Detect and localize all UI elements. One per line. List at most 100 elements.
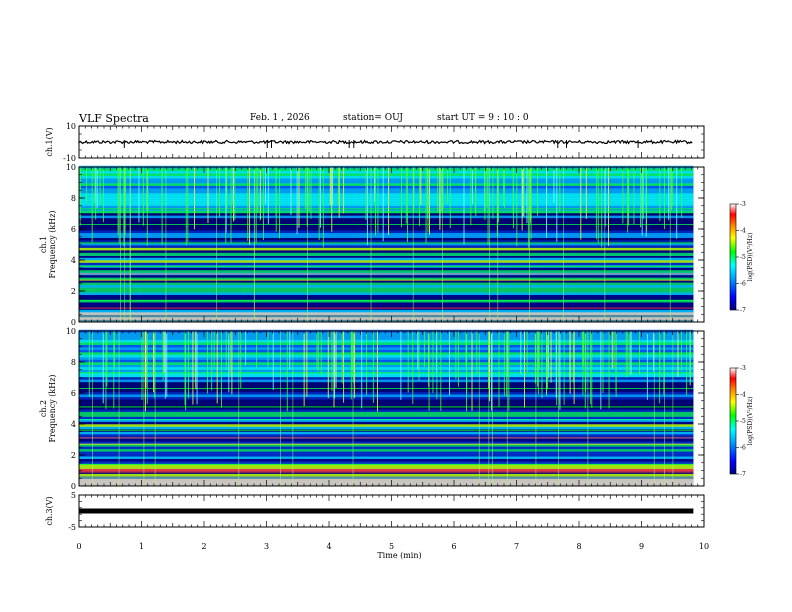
ch1-spectrogram-band	[79, 282, 694, 286]
ch2-spectrogram-band	[79, 352, 694, 355]
ch1-spectrogram-band	[79, 230, 694, 234]
ch1-colorbar-tick-label: -3	[740, 201, 746, 208]
x-tick-label: 5	[389, 542, 394, 551]
ch2-colorbar-tick-label: -3	[740, 365, 746, 372]
x-tick-label: 10	[699, 542, 709, 551]
ch1-spectrogram-band	[79, 220, 694, 224]
ch2-spectrogram-band	[79, 376, 694, 380]
ch2-spectrogram-band	[79, 451, 694, 455]
ch2-spectrogram-ytick-label: 2	[71, 451, 76, 460]
ch2-spectrogram-ylabel: ch.2	[39, 400, 48, 417]
ch2-spectrogram-band	[79, 334, 694, 338]
ch1-spectrogram-band	[79, 257, 694, 261]
ch1-spectrogram-band	[79, 304, 694, 308]
ch1-waveform-ytick-label: 10	[66, 122, 76, 131]
ch2-spectrogram-band	[79, 396, 694, 400]
ch2-spectrogram-band	[79, 374, 694, 378]
x-tick-label: 1	[139, 542, 144, 551]
ch2-spectrogram-band	[79, 357, 694, 360]
ch2-spectrogram-band	[79, 379, 694, 383]
ch1-spectrogram-band	[79, 183, 694, 186]
ch1-spectrogram-band	[79, 292, 694, 296]
ch1-spectrogram-band	[79, 279, 694, 283]
ch1-spectrogram-band	[79, 180, 694, 184]
ch1-spectrogram-band	[79, 227, 694, 231]
ch1-spectrogram-band	[79, 252, 694, 256]
ch2-spectrogram-band	[79, 463, 694, 467]
ch1-spectrogram-band	[79, 245, 694, 248]
ch2-spectrogram-band	[79, 438, 694, 442]
x-tick-label: 8	[576, 542, 581, 551]
ch1-spectrogram-band	[79, 277, 694, 281]
ch1-spectrogram-band	[79, 309, 694, 313]
ch1-colorbar-tick-label: -4	[740, 228, 746, 235]
ch1-spectrogram-band	[79, 262, 694, 266]
ch1-spectrogram-band	[79, 287, 694, 291]
ch2-spectrogram-band	[79, 466, 694, 469]
ch1-spectrogram-band	[79, 289, 694, 293]
ch2-spectrogram-band	[79, 359, 694, 363]
ch1-spectrogram-band	[79, 284, 694, 288]
ch2-spectrogram-band	[79, 424, 694, 427]
ch2-spectrogram-ylabel: Frequency (kHz)	[48, 374, 57, 442]
ch2-spectrogram-band	[79, 448, 694, 452]
ch2-spectrogram-band	[79, 431, 694, 435]
ch2-spectrogram-band	[79, 443, 694, 447]
ch2-spectrogram-band	[79, 421, 694, 425]
ch1-spectrogram-band	[79, 302, 694, 305]
ch1-spectrogram-band	[79, 188, 694, 191]
ch1-spectrogram-band	[79, 170, 694, 174]
ch1-spectrogram-band	[79, 175, 694, 179]
ch1-spectrogram-band	[79, 294, 694, 298]
ch1-spectrogram-ytick-label: 4	[71, 256, 76, 265]
ch2-spectrogram-band	[79, 344, 694, 348]
ch1-spectrogram-ytick-label: 6	[71, 225, 76, 234]
ch1-spectrogram-band	[79, 217, 694, 221]
ch2-spectrogram-bands	[79, 329, 694, 487]
ch2-spectrogram-band	[79, 354, 694, 358]
ch2-spectrogram-band	[79, 416, 694, 420]
ch1-spectrogram-band	[79, 299, 694, 303]
ch1-spectrogram-band	[79, 317, 694, 320]
ch2-spectrogram-band	[79, 461, 694, 464]
ch2-spectrogram-ytick-label: 0	[71, 482, 76, 491]
ch1-spectrogram-band	[79, 212, 694, 216]
x-tick-label: 0	[76, 542, 81, 551]
ch1-spectrogram-band	[79, 193, 694, 196]
ch1-colorbar	[729, 203, 737, 311]
ch2-spectrogram-band	[79, 371, 694, 375]
ch1-waveform-ytick-label: -10	[63, 154, 76, 163]
ch2-spectrogram-band	[79, 394, 694, 398]
ch2-spectrogram-band	[79, 399, 694, 402]
ch2-spectrogram-band	[79, 426, 694, 430]
ch2-spectrogram-band	[79, 349, 694, 353]
ch2-spectrogram-band	[79, 384, 694, 388]
ch1-waveform-trace	[78, 139, 693, 145]
ch1-spectrogram-band	[79, 237, 694, 241]
ch1-spectrogram-band	[79, 240, 694, 243]
x-tick-label: 2	[201, 542, 206, 551]
ch1-spectrogram-band	[79, 260, 694, 263]
ch2-spectrogram-band	[79, 419, 694, 422]
ch2-colorbar-label: log(PSD)(V²/Hz)	[747, 397, 754, 446]
ch2-spectrogram-band	[79, 401, 694, 405]
ch2-colorbar-tick-label: -4	[740, 392, 746, 399]
ch3-waveform-ytick-label: -5	[68, 523, 76, 532]
ch1-spectrogram-band	[79, 185, 694, 189]
ch1-spectrogram-band	[79, 225, 694, 229]
ch2-spectrogram-band	[79, 404, 694, 407]
ch3-waveform-ytick-label: 5	[71, 491, 76, 500]
ch2-spectrogram-band	[79, 347, 694, 350]
ch2-spectrogram-band	[79, 441, 694, 445]
ch3-waveform-ylabel: ch.3(V)	[45, 496, 54, 525]
ch2-spectrogram-band	[79, 369, 694, 373]
ch1-spectrogram-bands	[79, 165, 694, 323]
ch2-spectrogram-band	[79, 446, 694, 450]
ch1-spectrogram-band	[79, 200, 694, 204]
ch1-spectrogram-ytick-label: 0	[71, 318, 76, 327]
ch1-spectrogram-band	[79, 235, 694, 238]
ch1-spectrogram-band	[79, 207, 694, 211]
ch1-spectrogram-band	[79, 297, 694, 300]
ch1-spectrogram-band	[79, 190, 694, 194]
